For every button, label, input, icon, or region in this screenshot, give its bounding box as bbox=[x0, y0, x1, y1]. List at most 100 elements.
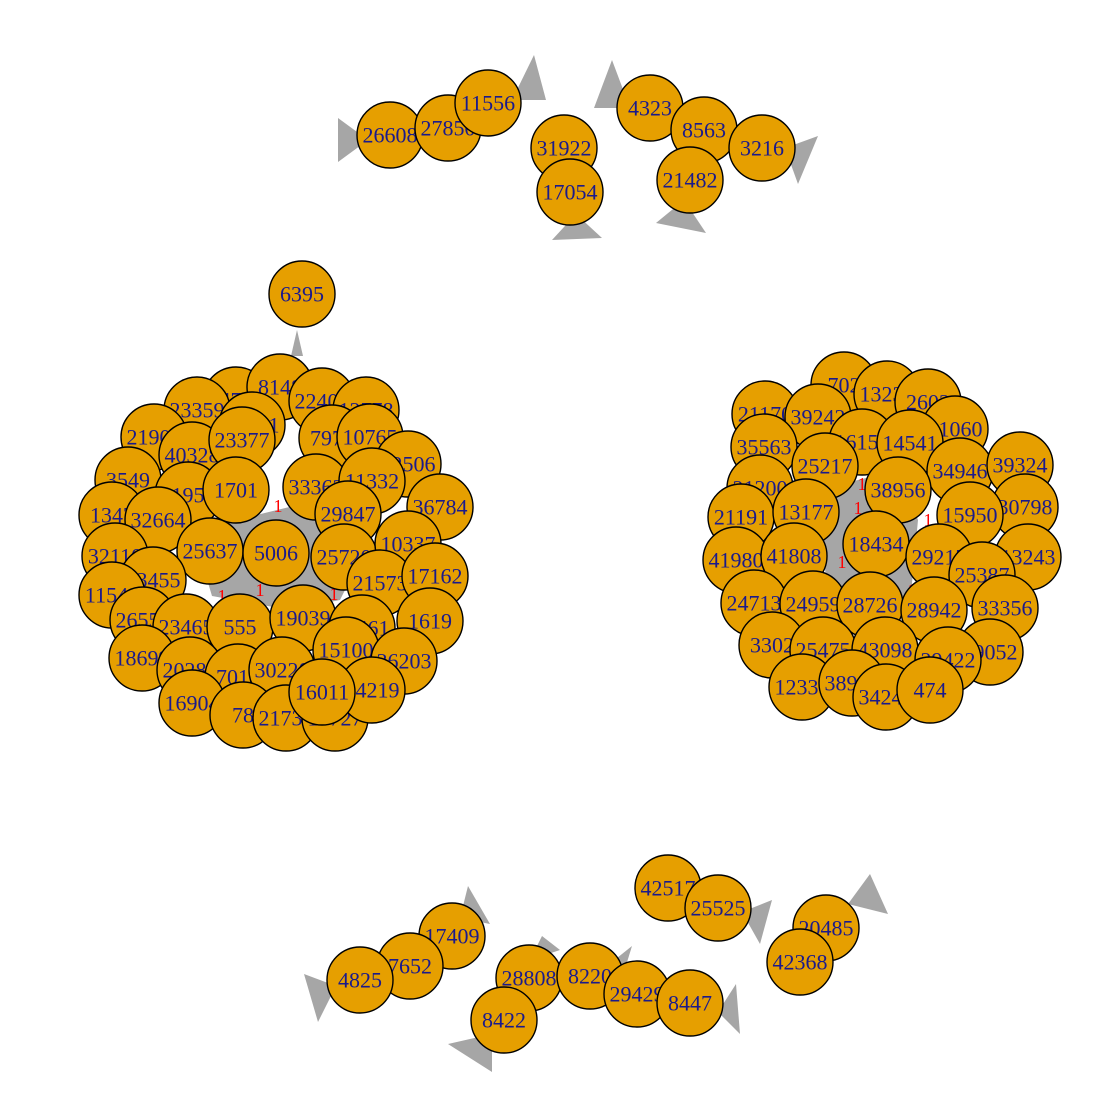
node-label: 23377 bbox=[215, 428, 270, 453]
graph-node: 6395 bbox=[268, 260, 336, 328]
node-label: 6395 bbox=[280, 282, 324, 307]
node-label: 474 bbox=[914, 678, 947, 703]
node-label: 38956 bbox=[871, 478, 926, 503]
graph-node: 11556 bbox=[454, 69, 522, 137]
edge-weight-label: 1 bbox=[858, 474, 867, 494]
node-label: 8447 bbox=[668, 991, 712, 1016]
node-label: 15950 bbox=[943, 503, 998, 528]
node-label: 17054 bbox=[543, 180, 598, 205]
node-circle bbox=[202, 456, 270, 524]
node-circle bbox=[288, 658, 356, 726]
node-label: 555 bbox=[224, 615, 257, 640]
node-label: 4323 bbox=[628, 96, 672, 121]
graph-node: 8422 bbox=[470, 986, 538, 1054]
node-label: 8563 bbox=[682, 118, 726, 143]
node-label: 28808 bbox=[502, 966, 557, 991]
edge-weight-label: 1 bbox=[838, 552, 847, 572]
edge-arrowhead bbox=[291, 330, 303, 356]
node-label: 18434 bbox=[849, 532, 904, 557]
node-label: 14541 bbox=[883, 431, 938, 456]
node-label: 8220 bbox=[568, 964, 612, 989]
node-label: 34946 bbox=[933, 459, 988, 484]
node-label: 31922 bbox=[537, 136, 592, 161]
edge-weight-label: 1 bbox=[330, 584, 339, 604]
node-label: 7652 bbox=[388, 954, 432, 979]
node-label: 4825 bbox=[338, 968, 382, 993]
graph-node: 26608 bbox=[356, 101, 424, 169]
node-label: 28726 bbox=[843, 593, 898, 618]
node-label: 28942 bbox=[907, 598, 962, 623]
node-label: 42517 bbox=[641, 876, 696, 901]
node-label: 42368 bbox=[773, 950, 828, 975]
graph-node: 16011 bbox=[288, 658, 356, 726]
edge-arrowhead bbox=[718, 984, 740, 1034]
edge-weight-label: 1 bbox=[274, 496, 283, 516]
node-circle bbox=[684, 874, 752, 942]
graph-node: 4323 bbox=[616, 74, 684, 142]
edge-arrowhead bbox=[338, 118, 368, 162]
node-label: 30798 bbox=[998, 495, 1053, 520]
node-circle bbox=[326, 946, 394, 1014]
graph-nodes: 26608 27850115563192217054432385633216214… bbox=[78, 69, 1062, 1054]
graph-node: 17054 bbox=[536, 158, 604, 226]
node-label: 29429 bbox=[610, 982, 665, 1007]
node-label: 3302 bbox=[750, 633, 794, 658]
edge-arrowhead bbox=[848, 874, 888, 914]
node-label: 21191 bbox=[714, 505, 768, 530]
node-label: 32664 bbox=[131, 508, 186, 533]
edge-arrowhead bbox=[552, 214, 602, 240]
node-label: 8422 bbox=[482, 1008, 526, 1033]
graph-node: 30798 bbox=[991, 473, 1059, 541]
graph-node: 25525 bbox=[684, 874, 752, 942]
node-label: 25525 bbox=[691, 896, 746, 921]
node-label: 13177 bbox=[779, 500, 834, 525]
graph-node: 18434 bbox=[842, 510, 910, 578]
graph-node: 3216 bbox=[728, 114, 796, 182]
node-label: 39324 bbox=[993, 453, 1048, 478]
node-label: 3216 bbox=[740, 136, 784, 161]
edge-weight-label: 1 bbox=[218, 586, 227, 606]
graph-node: 42368 bbox=[766, 928, 834, 996]
node-label: 1701 bbox=[214, 478, 258, 503]
edge-arrowhead bbox=[656, 200, 706, 233]
graph-node: 4825 bbox=[326, 946, 394, 1014]
graph-node: 5006 bbox=[242, 519, 310, 587]
edge-weight-label: 1 bbox=[256, 580, 265, 600]
node-label: 21482 bbox=[663, 168, 718, 193]
edge-weight-label: 1 bbox=[924, 510, 933, 530]
node-label: 17162 bbox=[408, 564, 463, 589]
node-circle bbox=[536, 158, 604, 226]
node-circle bbox=[896, 656, 964, 724]
edge-arrowhead bbox=[512, 55, 546, 100]
graph-node: 1701 bbox=[202, 456, 270, 524]
node-label: 78 bbox=[232, 703, 254, 728]
node-label: 5006 bbox=[254, 541, 298, 566]
graph-node: 25637 bbox=[176, 517, 244, 585]
graph-node: 12338 bbox=[768, 653, 836, 721]
node-label: 25217 bbox=[798, 454, 853, 479]
node-circle bbox=[656, 146, 724, 214]
node-circle bbox=[242, 519, 310, 587]
graph-node: 8447 bbox=[656, 969, 724, 1037]
node-label: 16011 bbox=[295, 680, 349, 705]
graph-node: 474 bbox=[896, 656, 964, 724]
node-label: 11556 bbox=[461, 91, 515, 116]
node-label: 24959 bbox=[786, 592, 841, 617]
node-circle bbox=[656, 969, 724, 1037]
graph-node: 23377 bbox=[208, 406, 276, 474]
node-label: 19039 bbox=[276, 606, 331, 631]
graph-node: 29429 bbox=[603, 960, 671, 1028]
node-label: 41980 bbox=[709, 548, 764, 573]
edge-weight-label: 1 bbox=[854, 498, 863, 518]
node-circle bbox=[470, 986, 538, 1054]
node-label: 29847 bbox=[321, 502, 376, 527]
node-circle bbox=[454, 69, 522, 137]
node-circle bbox=[766, 928, 834, 996]
node-label: 33356 bbox=[978, 596, 1033, 621]
node-label: 26608 bbox=[363, 123, 418, 148]
node-label: 41808 bbox=[767, 544, 822, 569]
node-circle bbox=[728, 114, 796, 182]
graph-node: 21482 bbox=[656, 146, 724, 214]
node-label: 25637 bbox=[183, 539, 238, 564]
